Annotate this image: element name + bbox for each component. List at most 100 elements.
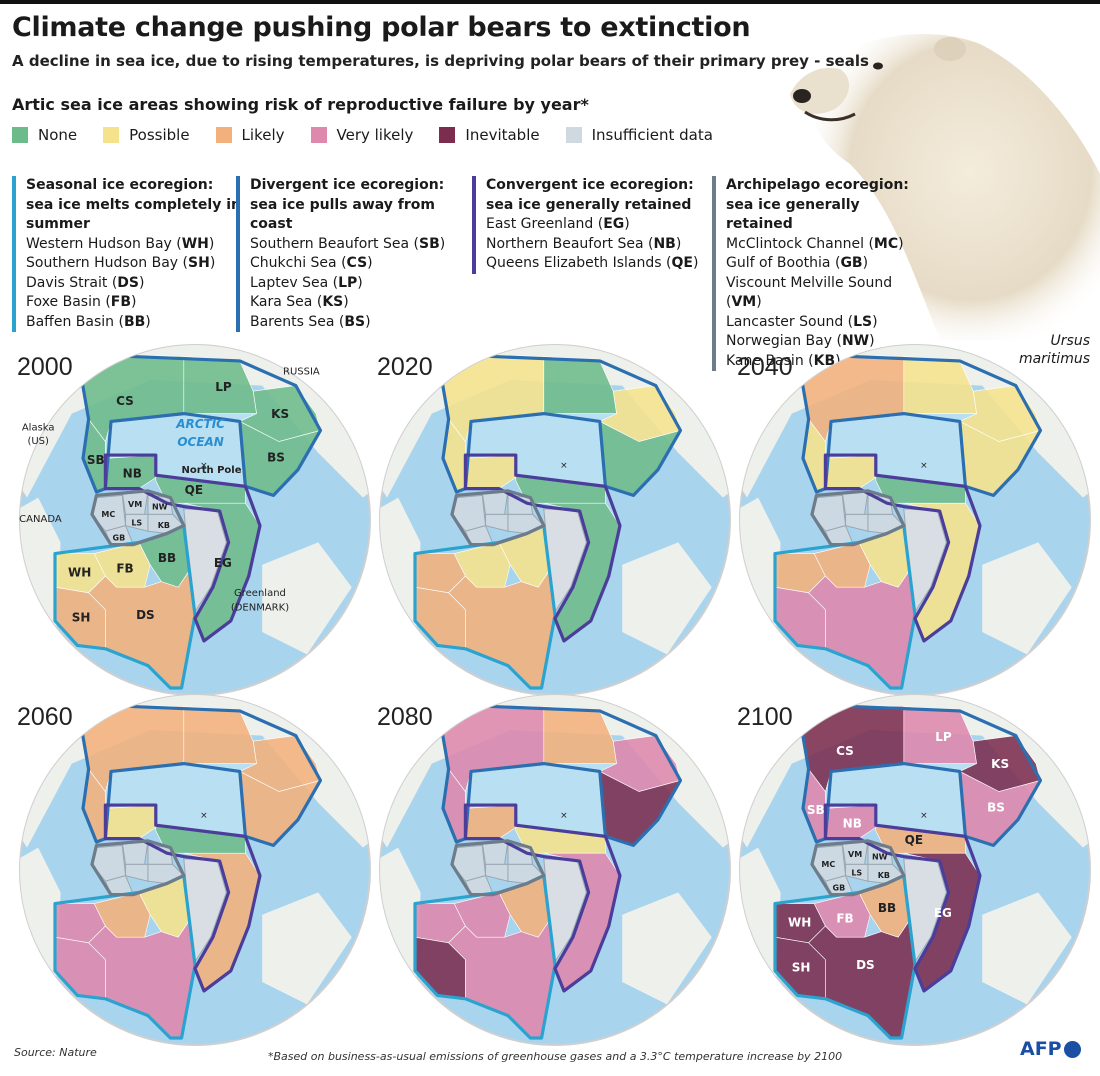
ecoregion-title: Seasonal ice ecoregion:	[26, 177, 214, 193]
region-abbr: SB	[414, 236, 446, 252]
ecoregion-outline	[103, 803, 262, 993]
region-entry: Viscount Melville Sound VM	[726, 274, 926, 313]
land	[380, 847, 511, 1045]
region-label: BB	[878, 901, 896, 915]
land	[622, 542, 712, 655]
map: × 2040	[737, 344, 1091, 696]
caption-line: Ursus	[1050, 333, 1090, 349]
ecoregion-title: Archipelago ecoregion:	[726, 177, 909, 193]
ecoregion: Convergent ice ecoregion: sea ice general…	[472, 176, 711, 274]
polar-bear-photo	[790, 34, 1100, 340]
region-label: LP	[215, 380, 232, 394]
region-abbr: GB	[835, 255, 868, 271]
region-label: GB	[113, 534, 126, 543]
legend-title: Artic sea ice areas showing risk of repr…	[12, 95, 589, 114]
place-label: (DENMARK)	[231, 603, 289, 614]
region-entry: Laptev Sea LP	[250, 274, 475, 294]
region-abbr: NW	[836, 333, 874, 349]
region-label: DS	[136, 608, 155, 622]
region-abbr: MC	[868, 236, 903, 252]
region-entry: Northern Beaufort Sea NB	[486, 235, 711, 255]
region-label: VM	[128, 500, 142, 509]
map-year: 2040	[737, 353, 793, 381]
land	[622, 892, 712, 1005]
ecoregion-subtitle: sea ice melts completely in summer	[26, 196, 241, 233]
region-label: SB	[807, 803, 825, 817]
land	[982, 892, 1072, 1005]
region-label: DS	[856, 958, 875, 972]
map-body: ×	[740, 695, 1090, 1045]
region-entry: Davis Strait DS	[26, 274, 241, 294]
maps: × 2000 WH SH DS FB BB SB CS LP KS BS EG NB QE MC GB VM LS N…	[17, 344, 1091, 1046]
map: × 2020	[377, 344, 731, 696]
map: × 2100 WH SH DS FB BB SB CS LP KS BS EG NB QE MC GB VM LS N…	[737, 694, 1091, 1046]
ecoregion-title: Divergent ice ecoregion:	[250, 177, 445, 193]
region-name: Laptev Sea	[250, 274, 329, 291]
region-label: NB	[123, 467, 142, 481]
pole-marker: ×	[560, 811, 568, 821]
region-entry: Barents Sea BS	[250, 313, 475, 333]
map: × 2060	[17, 694, 371, 1046]
region-abbr: QE	[666, 255, 698, 271]
region-label: NW	[872, 852, 888, 861]
ecoregion-outline	[435, 352, 683, 497]
ecoregion-outline	[90, 839, 186, 897]
footnote: *Based on business-as-usual emissions of…	[268, 1050, 843, 1063]
place-label: RUSSIA	[283, 366, 320, 377]
region-label: EG	[934, 906, 952, 920]
place-label: ARCTIC	[175, 417, 225, 431]
ecoregion-outline	[810, 489, 906, 547]
region-label: CS	[836, 744, 854, 758]
legend-label: Insufficient data	[591, 126, 713, 144]
legend-label: Possible	[129, 126, 190, 144]
region-entry: Queens Elizabeth Islands QE	[486, 254, 711, 274]
credit: AFP	[1020, 1038, 1081, 1060]
legend-item: Inevitable	[439, 126, 540, 144]
region-entry: Southern Beaufort Sea SB	[250, 235, 475, 255]
ecoregion-outline	[450, 839, 546, 897]
region-label: EG	[214, 556, 232, 570]
region-entry: East Greenland EG	[486, 215, 711, 235]
region-label: LS	[851, 868, 862, 877]
region-abbr: FB	[105, 294, 136, 310]
region-name: Southern Hudson Bay	[26, 255, 179, 271]
legend-label: None	[38, 126, 78, 144]
map-year: 2100	[737, 703, 793, 731]
region-label: KS	[991, 757, 1009, 771]
region-abbr: CS	[341, 255, 373, 271]
region-abbr: NB	[648, 236, 681, 252]
land	[740, 497, 871, 695]
land	[20, 497, 151, 695]
region-entry: Gulf of Boothia GB	[726, 254, 926, 274]
region-label: WH	[788, 916, 811, 930]
legend-item: Insufficient data	[565, 126, 713, 144]
map-year: 2080	[377, 703, 433, 731]
region-abbr: DS	[112, 275, 145, 291]
land	[262, 542, 352, 655]
region-abbr: SH	[183, 255, 216, 271]
region-name: Baffen Basin	[26, 313, 115, 330]
region	[481, 490, 509, 515]
ecoregion-title: Convergent ice ecoregion:	[486, 177, 694, 193]
ecoregion-subtitle: sea ice generally retained	[726, 196, 860, 233]
region-entry: Kara Sea KS	[250, 293, 475, 313]
ecoregion-outline	[75, 352, 323, 497]
credit-dot	[1063, 1040, 1081, 1058]
region-label: WH	[68, 566, 91, 580]
ecoregion-outline	[823, 453, 982, 643]
subtitle: A decline in sea ice, due to rising temp…	[12, 52, 869, 70]
region-abbr: VM	[726, 294, 762, 310]
region-label: SB	[87, 453, 105, 467]
region-label: SH	[72, 610, 91, 624]
region-entry: Chukchi Sea CS	[250, 254, 475, 274]
region-label: QE	[905, 833, 923, 847]
region-entry: Southern Hudson Bay SH	[26, 254, 241, 274]
region-label: MC	[821, 860, 835, 869]
place-label: CANADA	[19, 514, 62, 525]
region-entry: Norwegian Bay NW	[726, 332, 926, 352]
region-entry: Kane Basin KB	[726, 352, 926, 372]
arctic-ocean	[105, 763, 257, 837]
legend-item: Very likely	[310, 126, 413, 144]
region-name: Western Hudson Bay	[26, 235, 172, 252]
map-year: 2000	[17, 353, 73, 381]
